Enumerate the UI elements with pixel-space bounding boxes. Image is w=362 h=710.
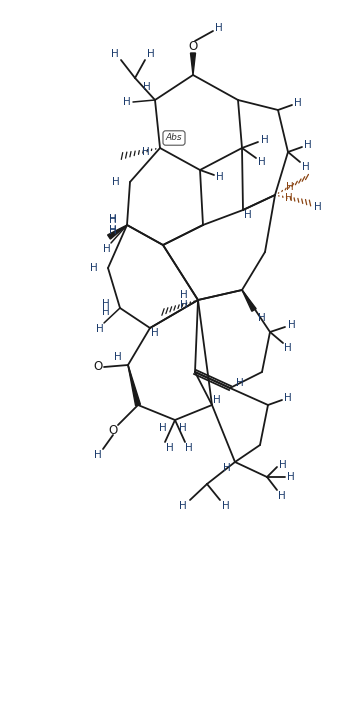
Text: H: H <box>261 135 269 145</box>
Text: H: H <box>143 82 151 92</box>
Text: H: H <box>258 157 266 167</box>
Text: H: H <box>114 352 122 362</box>
Polygon shape <box>242 290 256 311</box>
Polygon shape <box>128 365 140 405</box>
Text: H: H <box>285 193 293 203</box>
Polygon shape <box>190 53 195 75</box>
Text: H: H <box>180 290 188 300</box>
Text: H: H <box>216 172 224 182</box>
Text: H: H <box>111 49 119 59</box>
Text: H: H <box>180 300 188 310</box>
Text: H: H <box>284 393 292 403</box>
Text: H: H <box>159 423 167 433</box>
Text: H: H <box>179 501 187 511</box>
Text: H: H <box>314 202 322 212</box>
Text: H: H <box>236 378 244 388</box>
Text: H: H <box>179 423 187 433</box>
Text: O: O <box>93 359 102 373</box>
Text: H: H <box>288 320 296 330</box>
Text: H: H <box>258 313 266 323</box>
Text: H: H <box>142 147 150 157</box>
Text: H: H <box>213 395 221 405</box>
Text: H: H <box>123 97 131 107</box>
Text: H: H <box>294 98 302 108</box>
Text: H: H <box>109 215 117 225</box>
Text: H: H <box>286 182 294 192</box>
Text: H: H <box>185 443 193 453</box>
Text: O: O <box>108 423 118 437</box>
Text: H: H <box>287 472 295 482</box>
Text: H: H <box>103 244 111 254</box>
Text: H: H <box>151 328 159 338</box>
Text: H: H <box>102 299 110 309</box>
Text: H: H <box>215 23 223 33</box>
Text: H: H <box>109 226 117 236</box>
Text: H: H <box>147 49 155 59</box>
Text: H: H <box>94 450 102 460</box>
Text: H: H <box>102 307 110 317</box>
Text: O: O <box>188 40 198 53</box>
Text: H: H <box>304 140 312 150</box>
Text: H: H <box>222 501 230 511</box>
Polygon shape <box>108 225 127 239</box>
Text: H: H <box>284 343 292 353</box>
Text: H: H <box>279 460 287 470</box>
Text: Abs: Abs <box>166 133 182 143</box>
Text: H: H <box>112 177 120 187</box>
Text: H: H <box>109 225 117 235</box>
Text: H: H <box>166 443 174 453</box>
Text: H: H <box>109 214 117 224</box>
Text: H: H <box>96 324 104 334</box>
Text: H: H <box>223 463 231 473</box>
Text: H: H <box>302 162 310 172</box>
Text: H: H <box>244 210 252 220</box>
Text: H: H <box>90 263 98 273</box>
Text: H: H <box>278 491 286 501</box>
